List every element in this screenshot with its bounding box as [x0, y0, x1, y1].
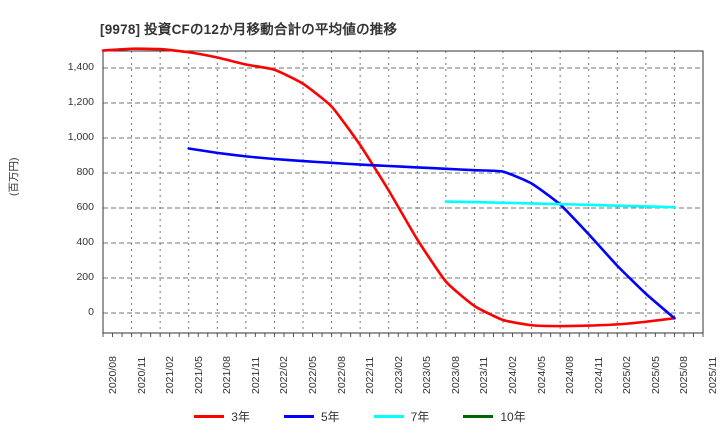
x-tick-label: 2025/11	[707, 356, 719, 394]
legend-label: 10年	[500, 409, 526, 424]
x-tick-label: 2025/05	[649, 356, 662, 394]
y-tick-label: 600	[76, 201, 94, 213]
legend-label: 5年	[320, 409, 340, 424]
series-line-3	[444, 200, 676, 209]
legend-swatch-icon	[283, 414, 314, 418]
y-tick-label: 0	[88, 306, 94, 318]
series-line-1	[101, 47, 676, 328]
x-tick-label: 2022/08	[335, 356, 348, 394]
x-tick-label: 2025/02	[621, 356, 634, 394]
x-tick-label: 2021/05	[192, 356, 205, 394]
legend-label: 3年	[231, 409, 250, 424]
x-tick-label: 2022/05	[307, 356, 319, 394]
x-axis-ticks	[102, 333, 704, 337]
x-tick-label: 2021/11	[249, 356, 262, 394]
chart-title: [9978] 投資CFの12か月移動合計の平均値の推移	[100, 22, 398, 37]
y-tick-label: 1,000	[67, 131, 94, 143]
x-tick-label: 2022/02	[278, 356, 291, 394]
x-tick-label: 2020/11	[135, 356, 148, 394]
y-tick-label: 1,200	[67, 96, 94, 108]
gridlines	[102, 51, 704, 333]
legend-swatch-icon	[463, 414, 494, 418]
x-tick-label: 2021/08	[221, 356, 234, 394]
series-line-2	[187, 147, 676, 320]
legend-item-3[interactable]: 7年	[373, 408, 430, 425]
legend-swatch-icon	[194, 414, 225, 418]
plot-frame	[102, 50, 704, 334]
legend-item-4[interactable]: 10年	[463, 408, 526, 425]
y-tick-label: 400	[76, 236, 94, 248]
x-tick-label: 2023/11	[478, 356, 491, 394]
legend-swatch-icon	[373, 414, 404, 418]
chart-legend: 3年 5年 7年 10年	[0, 404, 720, 428]
x-tick-label: 2023/02	[392, 356, 405, 394]
x-tick-label: 2022/11	[364, 356, 377, 394]
x-tick-label: 2024/05	[535, 356, 548, 394]
x-tick-label: 2020/08	[107, 356, 119, 394]
x-tick-label: 2024/08	[564, 356, 577, 394]
y-tick-label: 800	[76, 166, 94, 178]
x-tick-label: 2021/02	[164, 356, 177, 394]
legend-label: 7年	[410, 409, 430, 424]
series-lines	[101, 47, 676, 328]
x-tick-label: 2023/08	[449, 356, 462, 394]
legend-item-2[interactable]: 5年	[283, 408, 340, 425]
x-tick-label: 2024/02	[507, 356, 519, 394]
y-tick-label: 200	[76, 271, 94, 283]
legend-item-1[interactable]: 3年	[194, 408, 250, 425]
x-tick-label: 2023/05	[421, 356, 434, 394]
x-tick-label: 2025/08	[678, 356, 691, 394]
x-tick-label: 2024/11	[592, 356, 605, 394]
y-tick-label: 1,400	[67, 61, 94, 73]
